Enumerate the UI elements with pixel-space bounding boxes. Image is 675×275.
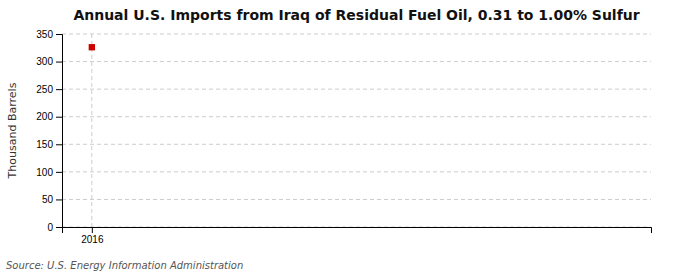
- chart: 2016 0 50 100 150 200 250 300 350 Annual U.S. Imp…: [0, 0, 675, 275]
- tick-mark: [56, 89, 62, 90]
- tick: 300: [36, 56, 62, 67]
- tick: 350: [36, 29, 62, 40]
- tick-label: 2016: [81, 234, 104, 245]
- tick: 250: [36, 84, 62, 95]
- title: Annual U.S. Imports from Iraq of Residua…: [73, 7, 639, 23]
- tick: 0: [47, 222, 62, 233]
- tick-mark: [56, 144, 62, 145]
- marks: [89, 44, 95, 50]
- x-axis: 2016: [63, 227, 652, 245]
- tick: 150: [36, 139, 62, 150]
- tick-label: 150: [36, 139, 53, 150]
- y-axis-title: Thousand Barrels: [6, 82, 19, 179]
- grid-line: [62, 34, 651, 35]
- tick-mark: [56, 34, 62, 35]
- tick-label: 0: [47, 222, 53, 233]
- axis-line: [56, 35, 63, 228]
- grid-line: [62, 89, 651, 90]
- tick-label: 50: [42, 194, 54, 205]
- grid-line: [62, 144, 651, 145]
- grid-line: [62, 199, 651, 200]
- tick-label: 200: [36, 111, 53, 122]
- grid-line: [62, 171, 651, 172]
- tick-mark: [56, 172, 62, 173]
- tick: 2016: [81, 227, 104, 245]
- source-note: Source: U.S. Energy Information Administ…: [6, 260, 243, 271]
- grid-line: [91, 34, 92, 227]
- tick-mark: [56, 199, 62, 200]
- tick-mark: [92, 227, 93, 233]
- axis-line: [63, 228, 652, 234]
- grid-line: [62, 61, 651, 62]
- grid: [62, 34, 651, 227]
- tick-mark: [56, 62, 62, 63]
- y-axis: 0 50 100 150 200 250 300 350: [36, 29, 62, 233]
- grid-line: [62, 116, 651, 117]
- tick: 50: [42, 194, 62, 205]
- tick-label: 100: [36, 167, 53, 178]
- tick-label: 300: [36, 56, 53, 67]
- tick: 200: [36, 111, 62, 122]
- tick-mark: [56, 227, 62, 228]
- point: [89, 44, 95, 50]
- tick-label: 250: [36, 84, 53, 95]
- plot: 2016 0 50 100 150 200 250 300 350: [36, 29, 651, 245]
- tick: 100: [36, 167, 62, 178]
- tick-label: 350: [36, 29, 53, 40]
- tick-mark: [56, 117, 62, 118]
